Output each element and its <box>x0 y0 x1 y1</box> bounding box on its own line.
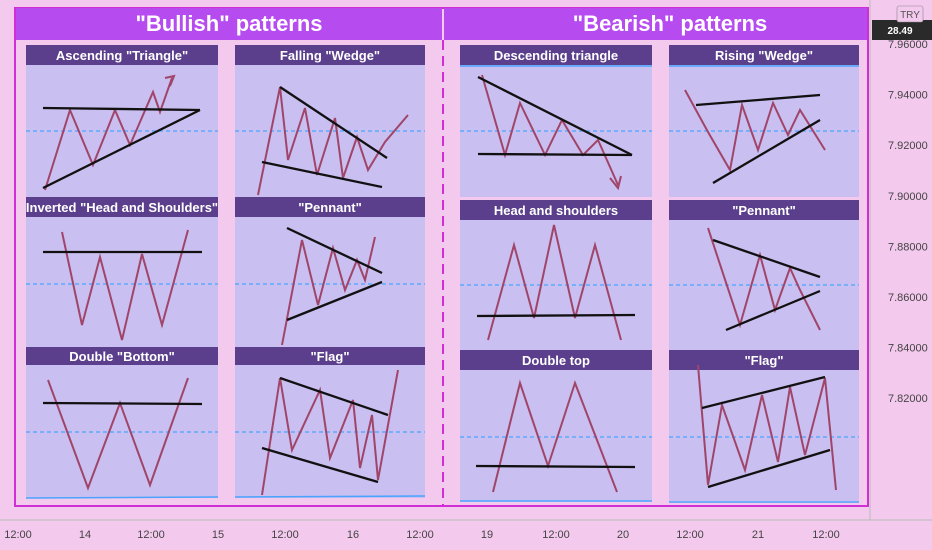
bearish-header-text: "Bearish" patterns <box>573 11 767 36</box>
x-tick-label: 12:00 <box>676 529 704 541</box>
cell-title: Double "Bottom" <box>69 349 174 364</box>
cell-head-shoulders: Head and shoulders <box>460 200 652 350</box>
time-axis[interactable]: 12:00 14 12:00 15 12:00 16 12:00 19 12:00 20 12:00… <box>0 519 932 541</box>
bearish-header <box>444 8 867 40</box>
y-tick-label: 7.82000 <box>888 393 928 405</box>
x-tick-label: 12:00 <box>271 529 299 541</box>
cell-title: Inverted "Head and Shoulders" <box>26 200 218 215</box>
cell-pennant-bear: "Pennant" <box>669 200 859 350</box>
y-tick-label: 7.96000 <box>888 39 928 51</box>
cell-title: Falling "Wedge" <box>280 48 380 63</box>
currency-label <box>896 5 924 23</box>
y-tick-label: 7.84000 <box>888 343 928 355</box>
cell-title: "Flag" <box>310 349 349 364</box>
x-tick-label: 20 <box>617 529 629 541</box>
cell-pennant-bull: "Pennant" <box>235 197 425 347</box>
cell-title: Rising "Wedge" <box>715 48 813 63</box>
bullish-header-text: "Bullish" patterns <box>135 11 322 36</box>
price-badge <box>872 20 932 40</box>
cell-descending-triangle: Descending triangle <box>460 45 652 197</box>
cell-title: Head and shoulders <box>494 203 618 218</box>
bullish-header <box>16 8 442 40</box>
x-tick-label: 16 <box>347 529 359 541</box>
cell-title: "Flag" <box>744 353 783 368</box>
y-tick-label: 7.94000 <box>888 90 928 102</box>
cell-rising-wedge: Rising "Wedge" <box>669 45 859 197</box>
x-tick-label: 15 <box>212 529 224 541</box>
y-tick-label: 7.86000 <box>888 292 928 304</box>
price-axis[interactable]: 28.49 TRY 7.96000 7.94000 7.92000 7.90000 7.… <box>869 0 932 520</box>
cell-ascending-triangle: Ascending "Triangle" <box>26 45 218 197</box>
y-tick-label: 7.90000 <box>888 191 928 203</box>
x-tick-label: 12:00 <box>812 529 840 541</box>
cell-title: "Pennant" <box>298 200 362 215</box>
cell-title: Double top <box>522 353 590 368</box>
x-tick-label: 12:00 <box>406 529 434 541</box>
price-badge-text: 28.49 <box>887 26 912 37</box>
cell-double-bottom: Double "Bottom" <box>25 347 219 499</box>
cell-inverted-head-shoulders: Inverted "Head and Shoulders" <box>26 197 218 347</box>
cell-title: Descending triangle <box>494 48 618 63</box>
cell-title: Ascending "Triangle" <box>56 48 188 63</box>
currency-text: TRY <box>900 10 920 21</box>
cell-title: "Pennant" <box>732 203 796 218</box>
cell-flag-bull: "Flag" <box>234 347 426 498</box>
cell-double-top: Double top <box>460 350 652 502</box>
x-tick-label: 12:00 <box>137 529 165 541</box>
x-tick-label: 14 <box>79 529 91 541</box>
y-tick-label: 7.88000 <box>888 241 928 253</box>
y-tick-label: 7.92000 <box>888 140 928 152</box>
cell-falling-wedge: Falling "Wedge" <box>235 45 425 197</box>
x-tick-label: 19 <box>481 529 493 541</box>
x-tick-label: 12:00 <box>4 529 32 541</box>
cell-flag-bear: "Flag" <box>669 350 859 503</box>
x-tick-label: 12:00 <box>542 529 570 541</box>
x-tick-label: 21 <box>752 529 764 541</box>
